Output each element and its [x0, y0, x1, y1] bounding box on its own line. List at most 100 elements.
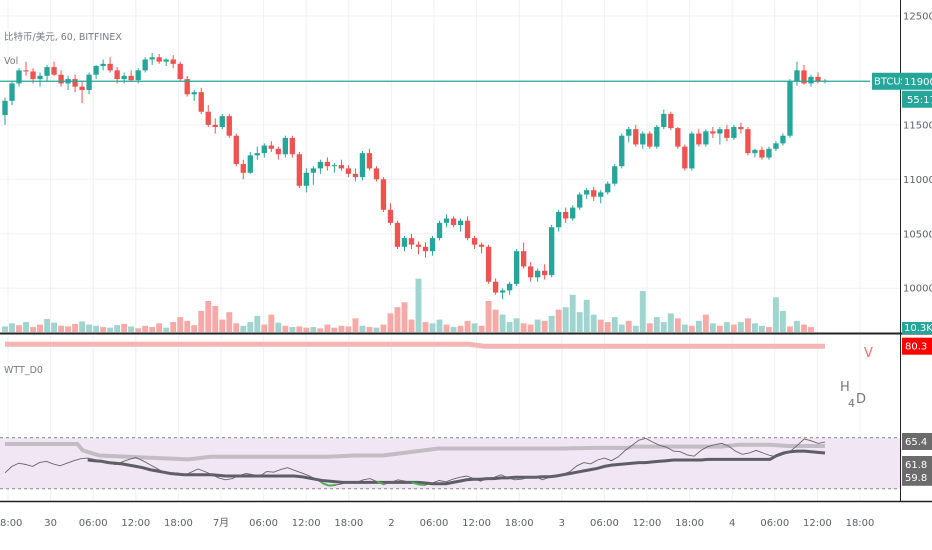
candle-body[interactable]	[121, 75, 127, 80]
candle-body[interactable]	[296, 154, 303, 186]
candle-body[interactable]	[240, 164, 246, 173]
candle-body[interactable]	[584, 190, 590, 195]
candle-body[interactable]	[9, 83, 15, 101]
candle-body[interactable]	[661, 113, 667, 127]
candle-body[interactable]	[114, 70, 120, 80]
candle-body[interactable]	[710, 131, 716, 134]
candle-body[interactable]	[787, 81, 793, 136]
candle-body[interactable]	[759, 149, 765, 158]
candle-body[interactable]	[58, 74, 64, 84]
candle-body[interactable]	[37, 75, 43, 80]
candle-body[interactable]	[429, 238, 436, 252]
candle-body[interactable]	[619, 135, 625, 167]
candle-body[interactable]	[794, 70, 800, 82]
candle-body[interactable]	[633, 129, 639, 145]
candle-body[interactable]	[303, 172, 310, 186]
candle-body[interactable]	[626, 129, 632, 136]
candle-body[interactable]	[527, 266, 534, 278]
candle-body[interactable]	[373, 168, 380, 180]
candle-body[interactable]	[163, 59, 169, 62]
candle-body[interactable]	[745, 129, 751, 154]
candle-body[interactable]	[135, 70, 141, 81]
current-price-tag[interactable]: BTCUSD 11900.0	[872, 72, 932, 90]
candle-body[interactable]	[492, 281, 499, 293]
candle-body[interactable]	[570, 207, 576, 219]
candle-body[interactable]	[801, 70, 807, 84]
candle-body[interactable]	[640, 133, 646, 145]
candle-body[interactable]	[724, 129, 730, 138]
candle-body[interactable]	[752, 149, 758, 154]
candle-body[interactable]	[598, 192, 604, 197]
candle-body[interactable]	[682, 146, 688, 169]
candle-body[interactable]	[738, 127, 744, 130]
candle-body[interactable]	[387, 209, 394, 223]
candle-body[interactable]	[72, 79, 78, 87]
candle-body[interactable]	[605, 183, 611, 193]
candle-body[interactable]	[513, 251, 520, 284]
candle-body[interactable]	[366, 153, 373, 169]
candle-body[interactable]	[780, 135, 786, 144]
candle-body[interactable]	[324, 161, 331, 167]
candle-body[interactable]	[289, 137, 296, 155]
candle-body[interactable]	[156, 57, 162, 62]
candle-body[interactable]	[51, 67, 57, 75]
candle-body[interactable]	[408, 238, 415, 245]
candle-body[interactable]	[696, 133, 702, 145]
candle-body[interactable]	[170, 59, 176, 64]
candle-body[interactable]	[107, 63, 113, 71]
candle-body[interactable]	[345, 168, 352, 174]
candle-body[interactable]	[450, 218, 457, 226]
candle-body[interactable]	[815, 76, 821, 82]
candle-body[interactable]	[44, 67, 50, 76]
candle-body[interactable]	[177, 63, 183, 80]
candle-body[interactable]	[268, 145, 274, 149]
candle-body[interactable]	[219, 116, 225, 127]
candle-body[interactable]	[394, 222, 401, 247]
candle-body[interactable]	[534, 270, 541, 278]
candle-body[interactable]	[436, 222, 443, 239]
candle-body[interactable]	[506, 283, 513, 291]
candle-body[interactable]	[310, 168, 317, 173]
candle-body[interactable]	[86, 74, 92, 90]
candle-body[interactable]	[668, 113, 674, 129]
candle-body[interactable]	[422, 246, 429, 252]
candle-body[interactable]	[520, 251, 527, 267]
candle-body[interactable]	[703, 131, 709, 145]
candle-body[interactable]	[808, 76, 814, 84]
candle-body[interactable]	[317, 161, 324, 169]
candle-body[interactable]	[338, 165, 345, 169]
candle-body[interactable]	[675, 128, 681, 147]
candle-body[interactable]	[689, 133, 695, 169]
candle-body[interactable]	[731, 127, 737, 138]
candle-body[interactable]	[282, 137, 289, 155]
candle-body[interactable]	[464, 220, 471, 239]
candle-body[interactable]	[541, 270, 548, 276]
candle-body[interactable]	[415, 244, 422, 247]
candle-body[interactable]	[275, 148, 281, 155]
candle-body[interactable]	[226, 116, 232, 136]
candle-body[interactable]	[471, 238, 478, 245]
candle-body[interactable]	[247, 155, 253, 173]
candle-body[interactable]	[773, 143, 779, 149]
candle-body[interactable]	[766, 148, 772, 158]
candle-body[interactable]	[100, 63, 106, 66]
candle-body[interactable]	[499, 290, 506, 293]
candle-body[interactable]	[443, 218, 450, 223]
candle-body[interactable]	[478, 244, 485, 247]
candle-body[interactable]	[359, 153, 366, 178]
candle-body[interactable]	[184, 79, 190, 95]
candle-body[interactable]	[254, 153, 260, 156]
candle-body[interactable]	[549, 227, 555, 276]
candle-body[interactable]	[717, 129, 723, 134]
candle-body[interactable]	[352, 173, 359, 178]
candle-body[interactable]	[647, 133, 653, 147]
candle-body[interactable]	[93, 66, 99, 75]
candle-body[interactable]	[612, 166, 618, 184]
candle-body[interactable]	[485, 246, 492, 282]
candle-body[interactable]	[149, 57, 155, 60]
candle-body[interactable]	[191, 92, 197, 95]
candle-body[interactable]	[457, 220, 464, 226]
candle-body[interactable]	[591, 190, 597, 197]
candle-body[interactable]	[380, 179, 387, 210]
